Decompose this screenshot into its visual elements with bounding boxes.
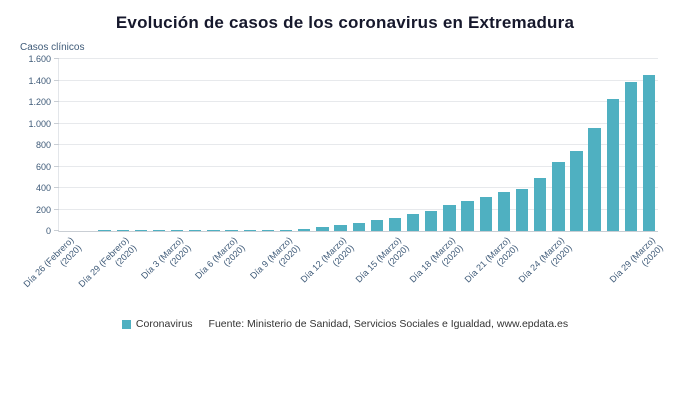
y-tick-mark [54,165,59,167]
chart-title: Evolución de casos de los coronavirus en… [115,13,575,32]
x-tick-label: Día 12 (Marzo) (2020) [298,235,357,285]
y-tick-label: 1.200 [28,97,51,107]
bar-Día 17 (Marzo)[interactable] [425,211,438,231]
bar-Día 24 (Marzo)[interactable] [552,162,565,231]
bar-Día 29 (Marzo)[interactable] [642,74,656,231]
y-tick-label: 1.400 [28,75,51,86]
bar-Día 20 (Marzo)[interactable] [479,196,492,231]
y-axis-title: Casos clínicos [20,42,85,53]
bar-Día 4 (Marzo)[interactable] [189,229,202,231]
bar-Día 23 (Marzo)[interactable] [534,178,547,231]
y-tick-label: 200 [35,204,51,215]
bar-Día 7 (Marzo)[interactable] [243,229,256,231]
source-text: Fuente: Ministerio de Sanidad, Servicios… [208,318,569,330]
y-tick-mark [54,79,59,81]
bar-Día 28 (Febrero)[interactable] [98,229,111,231]
x-tick-label: Día 21 (Marzo) (2020) [462,235,520,285]
bar-Día 12 (Marzo)[interactable] [334,225,347,231]
bar-Día 27 (Marzo)[interactable] [606,98,619,231]
x-tick-label: Día 9 (Marzo) (2020) [247,235,302,281]
y-gridline [59,79,658,81]
legend-row: Coronavirus Fuente: Ministerio de Sanida… [0,318,690,330]
bar-Día 15 (Marzo)[interactable] [388,217,402,231]
legend-item-coronavirus[interactable]: Coronavirus [121,318,193,330]
x-tick-label: Día 3 (Marzo) (2020) [138,235,193,281]
y-tick-mark [54,208,59,210]
plot-area: 0 200 400 600 800 1.000 1.200 1.400 1.600 Día 26 … [22,54,665,289]
bar-Día 2 (Marzo)[interactable] [152,229,166,231]
bar-Día 29 (Febrero)[interactable] [116,229,129,231]
y-tick-mark [54,101,59,102]
y-gridline [59,187,658,188]
bar-Día 5 (Marzo)[interactable] [207,229,220,231]
bar-Día 14 (Marzo)[interactable] [370,220,383,231]
bar-Día 16 (Marzo)[interactable] [406,214,420,231]
x-tick-label: Día 24 (Marzo) (2020) [516,235,574,285]
y-gridline [59,122,658,124]
bar-Día 22 (Marzo)[interactable] [515,189,529,231]
bar-Día 3 (Marzo)[interactable] [170,229,184,231]
x-tick-label: Día 29 (Marzo) (2020) [607,235,665,285]
y-gridline [59,165,658,167]
bar-Día 11 (Marzo)[interactable] [316,227,329,231]
y-tick-mark [54,187,59,188]
bar-Día 9 (Marzo)[interactable] [279,229,293,231]
legend-label: Coronavirus [135,318,193,330]
bar-Día 6 (Marzo)[interactable] [225,229,238,231]
bar-Día 8 (Marzo)[interactable] [261,229,275,231]
y-gridline [59,101,658,102]
bar-Día 1 (Marzo)[interactable] [134,229,148,231]
y-tick-mark [54,122,59,124]
y-tick-label: 400 [35,183,51,193]
x-tick-label: Día 6 (Marzo) (2020) [193,235,248,281]
bar-Día 18 (Marzo)[interactable] [443,205,456,231]
bar-Día 28 (Marzo)[interactable] [624,81,638,231]
bar-Día 19 (Marzo)[interactable] [461,200,474,231]
bar-Día 26 (Marzo)[interactable] [588,127,601,231]
bar-Día 25 (Marzo)[interactable] [570,151,583,231]
y-tick-label: 600 [35,161,51,172]
y-tick-label: 0 [45,226,51,236]
y-gridline [59,144,658,145]
y-tick-label: 800 [35,140,51,150]
x-tick-label: Día 26 (Febrero) (2020) [21,235,84,290]
y-gridline [59,58,658,59]
y-tick-label: 1.000 [28,118,51,129]
y-tick-mark [54,230,59,231]
legend-swatch-icon [121,319,131,329]
bar-Día 10 (Marzo)[interactable] [298,228,311,231]
y-tick-mark [54,58,59,59]
x-tick-label: Día 15 (Marzo) (2020) [353,235,411,285]
y-tick-mark [54,144,59,145]
y-gridline [59,208,658,210]
x-tick-label: Día 29 (Febrero) (2020) [76,235,139,290]
y-tick-label: 1.600 [28,54,51,64]
bar-Día 21 (Marzo)[interactable] [497,192,511,231]
bar-Día 13 (Marzo)[interactable] [352,222,365,231]
x-tick-label: Día 18 (Marzo) (2020) [407,235,466,285]
